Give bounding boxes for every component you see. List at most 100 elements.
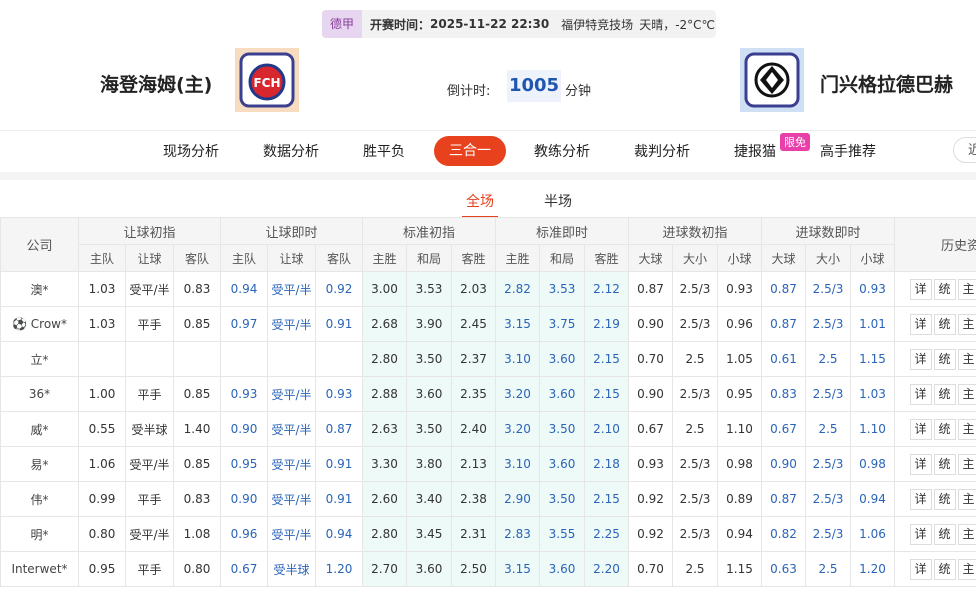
row: 易* 1.06 受平/半 0.85 0.95 受平/半 0.91 3.30 3.80 2.13 3.… bbox=[0, 446, 976, 482]
subheader-cell: 主胜 bbox=[495, 244, 540, 272]
odds-cell: 3.60 bbox=[539, 376, 585, 412]
subheader-cell: 主胜 bbox=[362, 244, 407, 272]
action-button[interactable]: 详 bbox=[909, 523, 932, 545]
subheader-cell: 主队 bbox=[78, 244, 126, 272]
subheader-cell: 小球 bbox=[850, 244, 896, 272]
nav-tab[interactable]: 胜平负 bbox=[363, 144, 405, 160]
odds-cell: 2.5/3 bbox=[672, 446, 718, 482]
nav-tab[interactable]: 数据分析 bbox=[263, 144, 319, 160]
home-logo: FCH bbox=[235, 48, 299, 112]
action-button[interactable]: 主 bbox=[957, 418, 976, 440]
action-button[interactable]: 详 bbox=[909, 558, 932, 580]
action-button[interactable]: 详 bbox=[909, 278, 932, 300]
odds-cell: 0.98 bbox=[850, 446, 896, 482]
odds-cell: 0.67 bbox=[628, 411, 673, 447]
home-team: 海登海姆(主) bbox=[100, 74, 213, 96]
header-cell: 标准即时 bbox=[495, 217, 629, 245]
action-button[interactable]: 主 bbox=[957, 453, 976, 475]
odds-cell: 2.19 bbox=[584, 306, 629, 342]
action-button[interactable]: 主 bbox=[957, 558, 976, 580]
odds-cell: 1.40 bbox=[173, 411, 221, 447]
odds-cell: 0.94 bbox=[850, 481, 896, 517]
odds-cell: 2.68 bbox=[362, 306, 407, 342]
odds-cell: 2.15 bbox=[584, 481, 629, 517]
action-button[interactable]: 详 bbox=[909, 313, 932, 335]
action-button[interactable]: 统 bbox=[933, 313, 956, 335]
odds-cell: 3.15 bbox=[495, 306, 540, 342]
subtab[interactable]: 全场 bbox=[462, 191, 498, 218]
odds-cell: 1.03 bbox=[78, 271, 126, 307]
subheader-cell: 客队 bbox=[315, 244, 363, 272]
odds-cell: 0.87 bbox=[628, 271, 673, 307]
action-button[interactable]: 详 bbox=[909, 348, 932, 370]
odds-cell: 0.61 bbox=[761, 341, 807, 377]
subtab[interactable]: 半场 bbox=[544, 194, 572, 210]
odds-cell: 1.10 bbox=[716, 411, 763, 447]
nav-tab[interactable]: 高手推荐 bbox=[820, 144, 876, 160]
odds-cell: 受平/半 bbox=[267, 481, 316, 517]
odds-cell: 0.83 bbox=[761, 376, 807, 412]
action-button[interactable]: 统 bbox=[933, 488, 956, 510]
action-button[interactable]: 统 bbox=[933, 278, 956, 300]
action-button[interactable]: 详 bbox=[909, 453, 932, 475]
action-button[interactable]: 主 bbox=[957, 278, 976, 300]
action-button[interactable]: 主 bbox=[957, 383, 976, 405]
actions: 详统主 bbox=[894, 306, 976, 342]
odds-cell: 0.89 bbox=[716, 481, 763, 517]
home-logo-text: FCH bbox=[253, 76, 280, 90]
actions: 详统主 bbox=[894, 411, 976, 447]
odds-cell: 2.31 bbox=[451, 516, 496, 552]
action-button[interactable]: 统 bbox=[933, 418, 956, 440]
subheader-cell: 大球 bbox=[628, 244, 673, 272]
odds-cell: 受平/半 bbox=[267, 516, 316, 552]
odds-cell: 2.5 bbox=[805, 341, 852, 377]
action-button[interactable]: 统 bbox=[933, 453, 956, 475]
action-button[interactable]: 统 bbox=[933, 558, 956, 580]
action-button[interactable]: 主 bbox=[957, 523, 976, 545]
nav-tab[interactable]: 教练分析 bbox=[534, 144, 590, 160]
odds-cell: 受平/半 bbox=[267, 271, 316, 307]
extra-button[interactable]: 近 bbox=[953, 137, 976, 163]
action-button[interactable]: 统 bbox=[933, 523, 956, 545]
odds-cell: 3.90 bbox=[406, 306, 452, 342]
action-button[interactable]: 主 bbox=[957, 488, 976, 510]
odds-cell: 0.91 bbox=[315, 481, 363, 517]
odds-cell: 3.75 bbox=[539, 306, 585, 342]
subheader-cell: 大球 bbox=[761, 244, 807, 272]
action-button[interactable]: 主 bbox=[957, 313, 976, 335]
nav-tab[interactable]: 捷报猫 bbox=[734, 144, 776, 160]
header-cell: 让球初指 bbox=[78, 217, 221, 245]
company: ⚽ Crow* bbox=[0, 306, 79, 342]
action-button[interactable]: 统 bbox=[933, 383, 956, 405]
action-button[interactable]: 详 bbox=[909, 418, 932, 440]
countdown: 1005 bbox=[507, 70, 561, 102]
odds-cell: 1.06 bbox=[78, 446, 126, 482]
odds-cell: 受平/半 bbox=[267, 446, 316, 482]
company: 澳* bbox=[0, 271, 79, 307]
action-button[interactable]: 详 bbox=[909, 488, 932, 510]
odds-cell: 0.92 bbox=[628, 516, 673, 552]
nav-tab[interactable]: 裁判分析 bbox=[634, 144, 690, 160]
nav-tab[interactable]: 现场分析 bbox=[163, 144, 219, 160]
odds-cell: 2.10 bbox=[584, 411, 629, 447]
company: 易* bbox=[0, 446, 79, 482]
nav-tab[interactable]: 三合一 bbox=[434, 136, 506, 166]
odds-cell: 3.50 bbox=[539, 411, 585, 447]
action-button[interactable]: 统 bbox=[933, 348, 956, 370]
odds-cell: 0.67 bbox=[220, 551, 268, 587]
odds-cell: 1.01 bbox=[850, 306, 896, 342]
odds-cell: 0.85 bbox=[173, 446, 221, 482]
odds-cell: 2.5/3 bbox=[672, 306, 718, 342]
countdown-unit: 分钟 bbox=[565, 84, 592, 99]
odds-cell: 3.30 bbox=[362, 446, 407, 482]
odds-cell: 0.93 bbox=[716, 271, 763, 307]
odds-cell: 2.45 bbox=[451, 306, 496, 342]
odds-cell: 0.80 bbox=[78, 516, 126, 552]
odds-cell: 1.08 bbox=[173, 516, 221, 552]
row: ⚽ Crow* 1.03 平手 0.85 0.97 受平/半 0.91 2.68 3.90 2.4… bbox=[0, 306, 976, 342]
action-button[interactable]: 详 bbox=[909, 383, 932, 405]
odds-cell: 0.94 bbox=[220, 271, 268, 307]
odds-cell: 2.18 bbox=[584, 446, 629, 482]
badge: 限免 bbox=[780, 133, 810, 151]
action-button[interactable]: 主 bbox=[957, 348, 976, 370]
